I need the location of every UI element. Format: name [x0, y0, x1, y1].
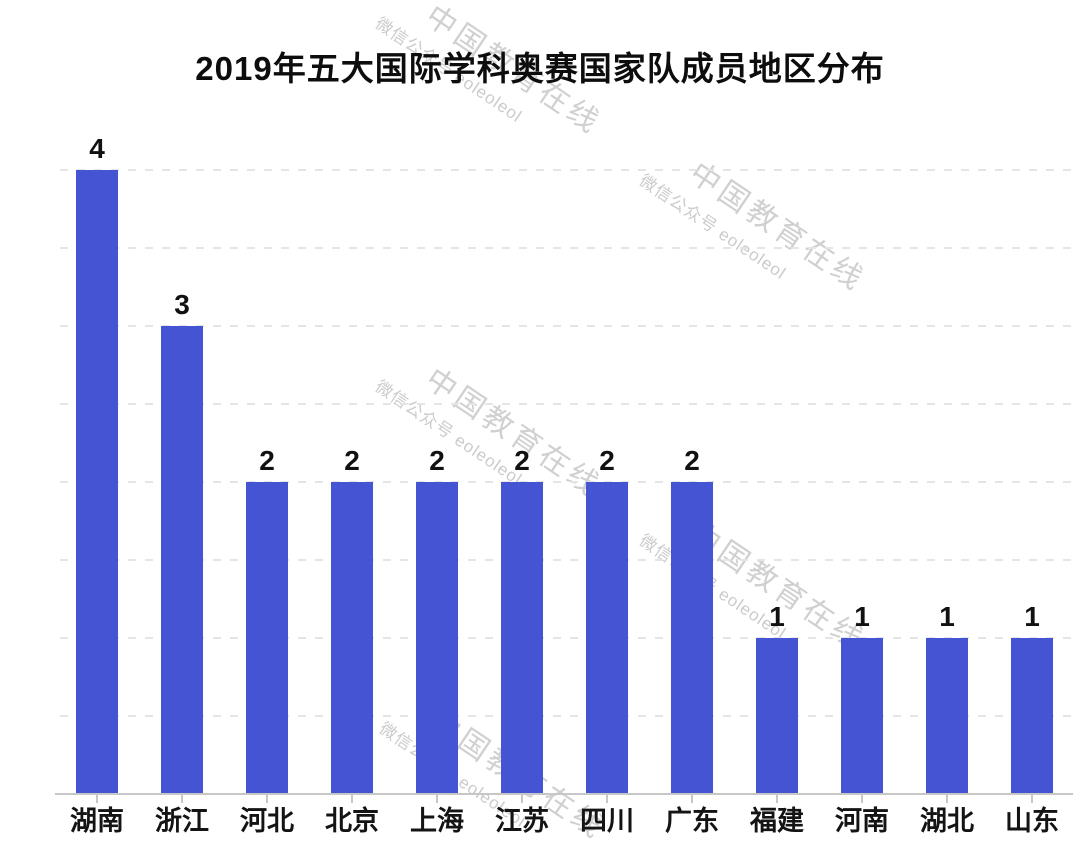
gridline [60, 403, 1072, 405]
bar [246, 482, 288, 794]
bar-value-label: 1 [854, 601, 870, 632]
x-axis-label: 河南 [835, 806, 889, 836]
bar [671, 482, 713, 794]
bar-value-label: 1 [769, 601, 785, 632]
watermark-brand-text: 中国教育在线 [683, 156, 872, 298]
bar [161, 326, 203, 794]
x-axis-label: 湖北 [920, 806, 974, 836]
gridline [60, 247, 1072, 249]
gridline [60, 169, 1072, 171]
axis-tick [521, 795, 523, 803]
gridline [60, 325, 1072, 327]
axis-tick [1031, 795, 1033, 803]
bar [756, 638, 798, 794]
watermark-account-text: 微信公众号 eoleoleol [635, 170, 790, 284]
x-axis-label: 福建 [750, 806, 804, 836]
bar-value-label: 2 [599, 445, 615, 476]
bar [416, 482, 458, 794]
gridline [60, 559, 1072, 561]
axis-tick [606, 795, 608, 803]
axis-tick [946, 795, 948, 803]
x-axis-label: 北京 [325, 806, 379, 836]
axis-tick [861, 795, 863, 803]
gridline [60, 637, 1072, 639]
bar [841, 638, 883, 794]
x-axis-label: 浙江 [155, 806, 209, 836]
bar-value-label: 2 [259, 445, 275, 476]
bar [1011, 638, 1053, 794]
axis-tick [96, 795, 98, 803]
watermark: 中国教育在线微信公众号 eoleoleol [636, 149, 876, 323]
axis-tick [691, 795, 693, 803]
gridline [60, 715, 1072, 717]
axis-tick [776, 795, 778, 803]
bar-value-label: 1 [1024, 601, 1040, 632]
bar [331, 482, 373, 794]
bar-value-label: 2 [684, 445, 700, 476]
bar-value-label: 2 [514, 445, 530, 476]
bar-value-label: 3 [174, 289, 190, 320]
x-axis-label: 上海 [410, 806, 464, 836]
bar-value-label: 2 [344, 445, 360, 476]
x-axis-label: 湖南 [70, 806, 124, 836]
x-axis-label: 河北 [240, 806, 294, 836]
axis-tick [351, 795, 353, 803]
chart-title: 2019年五大国际学科奥赛国家队成员地区分布 [195, 50, 885, 87]
bar-value-label: 4 [89, 133, 105, 164]
x-axis-line [55, 793, 1073, 795]
bar [76, 170, 118, 794]
bar-value-label: 2 [429, 445, 445, 476]
x-axis-label: 江苏 [495, 806, 549, 836]
x-axis-label: 广东 [665, 806, 719, 836]
bar-value-label: 1 [939, 601, 955, 632]
x-axis-label: 四川 [580, 806, 634, 836]
gridline [60, 481, 1072, 483]
axis-tick [181, 795, 183, 803]
axis-tick [266, 795, 268, 803]
bar [926, 638, 968, 794]
bar [501, 482, 543, 794]
x-axis-label: 山东 [1005, 806, 1059, 836]
axis-tick [436, 795, 438, 803]
bar [586, 482, 628, 794]
